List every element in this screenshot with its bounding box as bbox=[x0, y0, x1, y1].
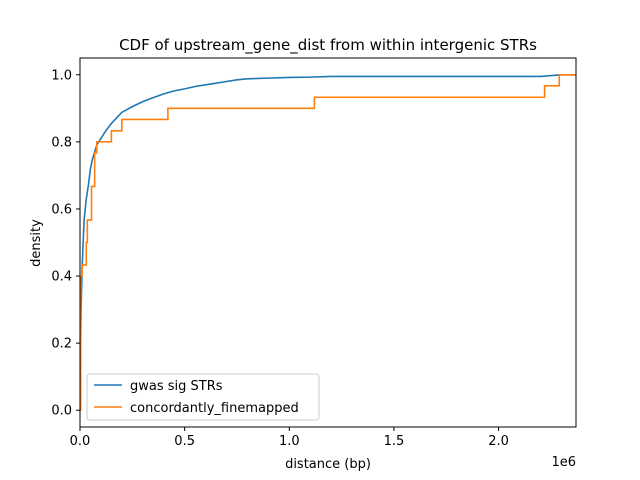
x-axis-label: distance (bp) bbox=[285, 457, 371, 472]
y-tick-label: 0.4 bbox=[51, 270, 72, 285]
x-tick-label: 2.0 bbox=[488, 434, 509, 449]
y-tick-label: 0.0 bbox=[51, 404, 72, 419]
legend-label-gwas: gwas sig STRs bbox=[130, 379, 223, 394]
plot-frame bbox=[79, 57, 577, 428]
axes-layer: 0.0 0.5 1.0 1.5 2.0 0.0 0.2 0.4 0.6 0.8 1.0 bbox=[51, 57, 577, 449]
series-layer bbox=[80, 73, 576, 412]
y-tick-label: 1.0 bbox=[51, 68, 72, 83]
legend-box bbox=[86, 373, 320, 421]
legend: gwas sig STRs concordantly_finemapped bbox=[86, 373, 320, 421]
x-tick-label: 0.5 bbox=[174, 434, 195, 449]
x-tick-label: 0.0 bbox=[70, 434, 91, 449]
legend-label-finemapped: concordantly_finemapped bbox=[130, 401, 299, 416]
chart-title: CDF of upstream_gene_dist from within in… bbox=[119, 36, 537, 55]
x-tick-label: 1.0 bbox=[279, 434, 300, 449]
y-tick-label: 0.2 bbox=[51, 337, 72, 352]
x-tick-label: 1.5 bbox=[384, 434, 405, 449]
y-tick-label: 0.8 bbox=[51, 135, 72, 150]
series-line-1 bbox=[80, 73, 576, 412]
y-tick-label: 0.6 bbox=[51, 202, 72, 217]
x-axis-offset-label: 1e6 bbox=[551, 455, 576, 470]
y-axis-label: density bbox=[29, 219, 44, 267]
series-line-0 bbox=[80, 73, 576, 411]
